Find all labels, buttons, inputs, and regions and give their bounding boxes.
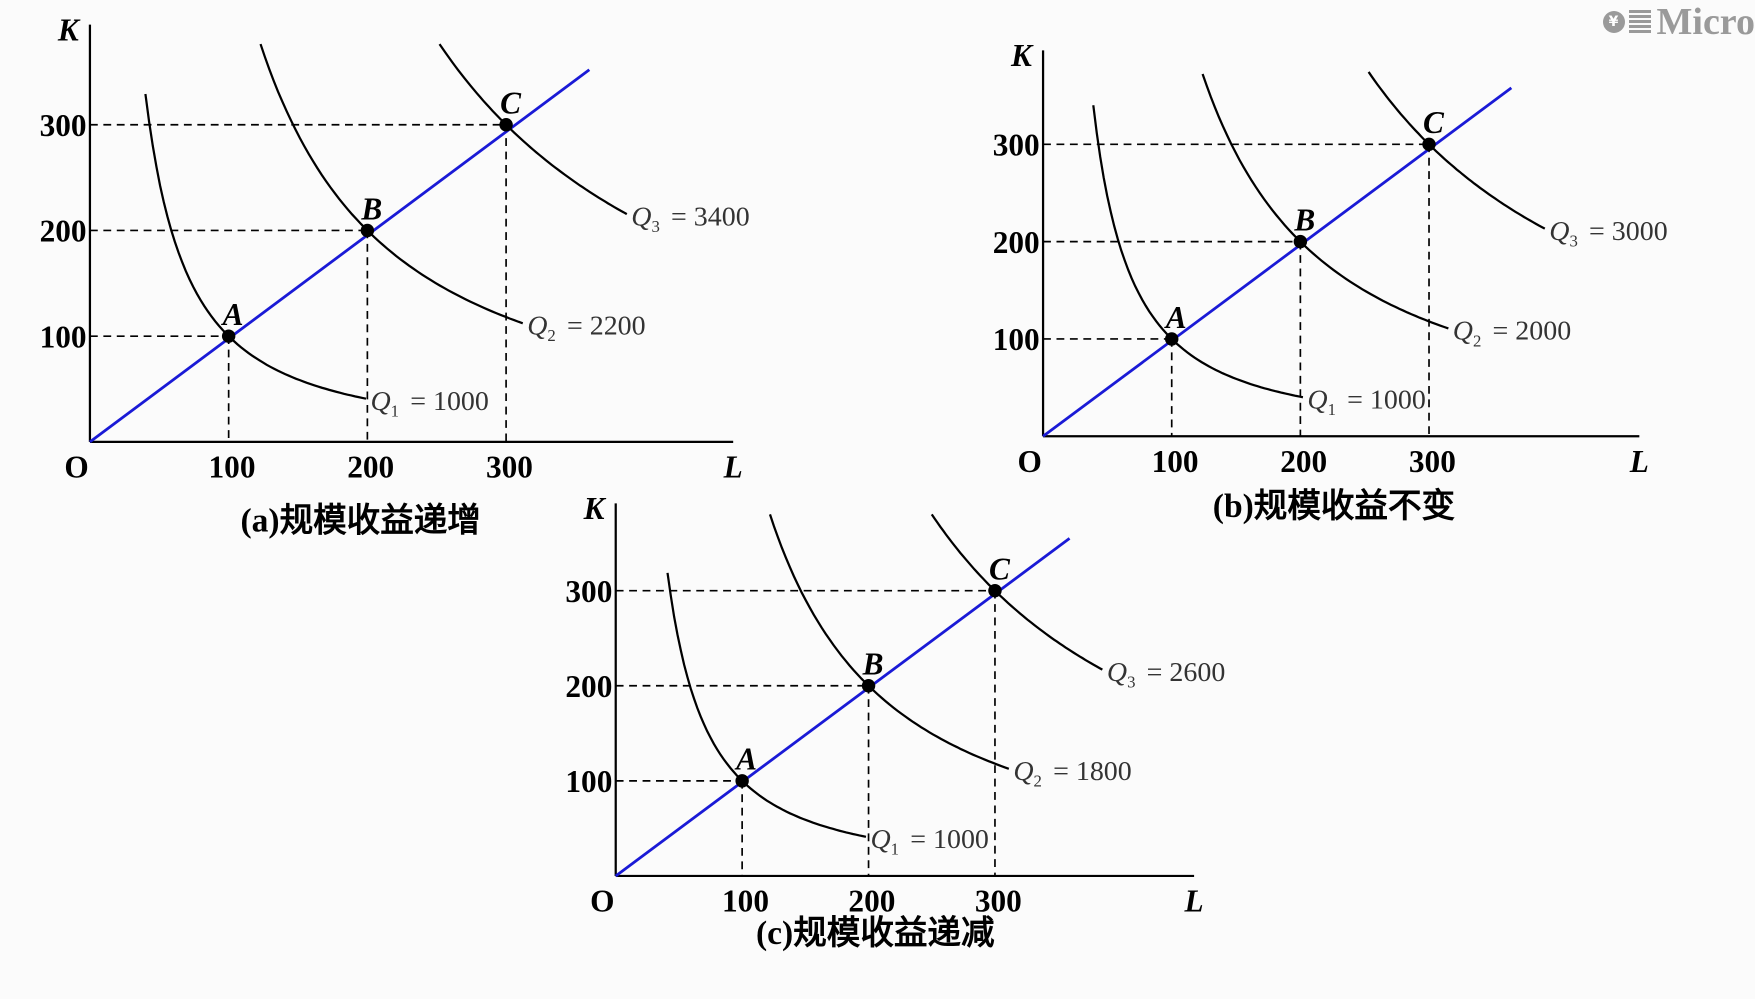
point-label-B: B	[1293, 202, 1315, 237]
x-tick-label: 300	[1409, 444, 1456, 479]
coin-stack-icon	[1628, 10, 1651, 34]
point-label-A: A	[734, 742, 757, 777]
isoquant-curve-q1	[144, 93, 367, 400]
x-tick-label: 300	[486, 450, 533, 485]
point-B	[1293, 234, 1308, 249]
y-axis-label: K	[583, 491, 607, 526]
point-label-C: C	[989, 551, 1011, 586]
x-axis-label: L	[723, 450, 743, 485]
yen-coin-icon: ¥	[1602, 11, 1625, 33]
point-C	[499, 118, 513, 132]
point-label-B: B	[360, 191, 382, 226]
point-label-B: B	[862, 647, 884, 682]
isoquant-label-q2: Q2 = 1800	[1013, 756, 1131, 791]
x-tick-label: 200	[848, 884, 895, 919]
isoquant-label-q2: Q2 = 2000	[1453, 316, 1571, 351]
y-tick-label: 300	[40, 108, 87, 143]
x-tick-label: 300	[975, 884, 1022, 919]
point-C	[1422, 137, 1436, 152]
point-B	[861, 679, 876, 693]
isoquant-label-q3: Q3 = 3400	[631, 201, 749, 236]
point-A	[221, 329, 236, 343]
expansion-path-ray	[614, 537, 1071, 878]
isoquant-label-q1: Q1 = 1000	[1307, 384, 1425, 419]
isoquant-label-q1: Q1 = 1000	[370, 386, 488, 421]
point-A	[1165, 332, 1179, 346]
origin-label: O	[590, 884, 614, 919]
isoquant-curve-q3	[930, 513, 1103, 671]
watermark: ¥ Micro	[1602, 0, 1755, 44]
point-label-C: C	[1423, 105, 1445, 140]
x-tick-label: 100	[722, 884, 769, 919]
point-label-A: A	[1164, 300, 1187, 335]
y-tick-label: 300	[993, 127, 1040, 162]
point-B	[360, 223, 375, 238]
chart-c: K L O 100 200 300 100 200 300 Q1 = 1000 Q2 = 1800 Q3 =…	[565, 491, 1225, 952]
y-tick-label: 100	[40, 319, 87, 354]
isoquant-curve-q2	[1201, 73, 1449, 330]
chart-b: K L O 100 200 300 100 200 300 Q1 = 1000 Q2 = 2000 Q3 =…	[993, 38, 1668, 525]
point-label-A: A	[221, 297, 244, 332]
isoquant-label-q2: Q2 = 2200	[527, 310, 645, 345]
origin-label: O	[1017, 444, 1041, 479]
origin-label: O	[64, 450, 88, 485]
isoquant-curve-q3	[438, 43, 628, 216]
y-tick-label: 200	[565, 669, 612, 704]
y-tick-label: 300	[565, 574, 612, 609]
isoquant-label-q3: Q3 = 3000	[1549, 216, 1667, 251]
point-C	[988, 583, 1002, 598]
y-axis-label: K	[57, 12, 81, 47]
isoquant-curve-q2	[768, 514, 1010, 770]
y-tick-label: 100	[565, 764, 612, 799]
x-tick-label: 100	[1152, 444, 1199, 479]
x-tick-label: 200	[347, 450, 394, 485]
y-tick-label: 200	[40, 214, 87, 249]
y-tick-label: 100	[993, 322, 1040, 357]
isoquant-curve-q1	[1092, 105, 1304, 399]
x-axis-label: L	[1629, 444, 1649, 479]
chart-a: K L O 100 200 300 100 200 300 Q1 = 1000 Q2 = 2200 Q3 =…	[40, 12, 750, 539]
chart-caption: (c)规模收益递减	[756, 914, 995, 952]
isoquant-curve-q1	[666, 572, 867, 838]
x-axis-label: L	[1184, 884, 1204, 919]
y-axis-label: K	[1010, 38, 1034, 73]
isoquant-label-q1: Q1 = 1000	[870, 824, 988, 859]
y-tick-label: 200	[993, 225, 1040, 260]
point-label-C: C	[500, 86, 522, 121]
x-tick-label: 100	[209, 450, 256, 485]
expansion-path-ray	[89, 68, 591, 444]
isoquant-curve-q2	[259, 43, 524, 325]
x-tick-label: 200	[1280, 444, 1327, 479]
isoquant-label-q3: Q3 = 2600	[1107, 657, 1225, 692]
chart-caption: (b)规模收益不变	[1213, 487, 1456, 525]
chart-caption: (a)规模收益递增	[240, 501, 480, 539]
isoquant-curve-q3	[1367, 71, 1546, 230]
watermark-text: Micro	[1656, 1, 1755, 43]
point-A	[735, 774, 749, 788]
